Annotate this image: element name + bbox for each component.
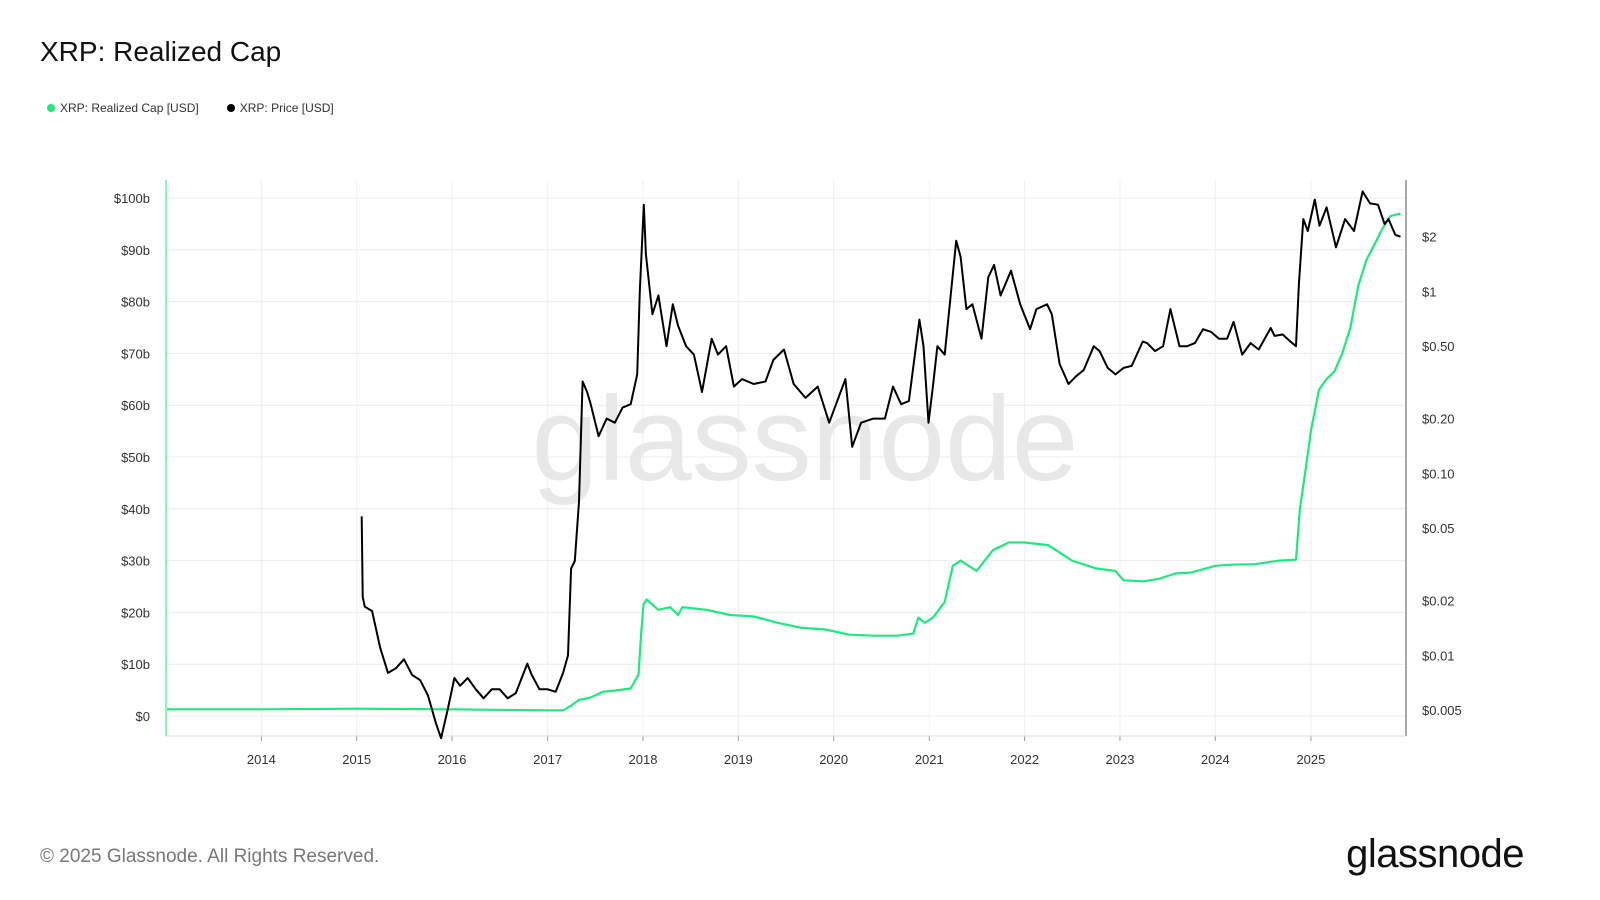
- watermark-text: glassnode: [531, 372, 1078, 506]
- y-left-tick-label: $10b: [121, 657, 150, 672]
- axes: $0 $10b $20b $30b $40b $50b $60b $70b $80b $90b $1…: [114, 180, 1462, 767]
- x-tick-label: 2017: [533, 752, 562, 767]
- chart-title: XRP: Realized Cap: [40, 36, 282, 67]
- y-left-tick-label: $100b: [114, 191, 150, 206]
- y-right-tick-label: $1: [1422, 284, 1436, 299]
- x-tick-label: 2022: [1010, 752, 1039, 767]
- y-left-tick-label: $50b: [121, 450, 150, 465]
- x-tick-label: 2025: [1296, 752, 1325, 767]
- y-left-tick-label: $0: [136, 709, 150, 724]
- y-right-tick-label: $0.50: [1422, 339, 1455, 354]
- y-right-tick-label: $0.20: [1422, 412, 1455, 427]
- x-tick-label: 2019: [724, 752, 753, 767]
- y-right-tick-label: $0.05: [1422, 521, 1455, 536]
- x-tick-label: 2016: [438, 752, 467, 767]
- legend-label-price: XRP: Price [USD]: [239, 101, 334, 115]
- y-left-tick-label: $20b: [121, 605, 150, 620]
- y-right-tick-label: $2: [1422, 230, 1436, 245]
- copyright-text: © 2025 Glassnode. All Rights Reserved.: [40, 846, 380, 867]
- x-tick-label: 2021: [915, 752, 944, 767]
- y-right-tick-label: $0.10: [1422, 466, 1455, 481]
- x-tick-label: 2024: [1201, 752, 1230, 767]
- x-tick-label: 2020: [819, 752, 848, 767]
- legend-label-realized-cap: XRP: Realized Cap [USD]: [60, 101, 199, 115]
- x-tick-label: 2014: [247, 752, 276, 767]
- y-left-tick-label: $70b: [121, 346, 150, 361]
- x-tick-label: 2023: [1106, 752, 1135, 767]
- legend-item-realized-cap[interactable]: XRP: Realized Cap [USD]: [47, 101, 199, 115]
- y-right-tick-label: $0.005: [1422, 703, 1462, 718]
- y-left-tick-label: $60b: [121, 398, 150, 413]
- legend-item-price[interactable]: XRP: Price [USD]: [226, 101, 334, 115]
- y-left-tick-label: $80b: [121, 295, 150, 310]
- glassnode-logo: glassnode: [1346, 832, 1524, 876]
- legend-dot-price: [226, 104, 235, 112]
- y-left-tick-label: $30b: [121, 554, 150, 569]
- y-right-tick-label: $0.02: [1422, 594, 1455, 609]
- x-tick-label: 2018: [629, 752, 658, 767]
- series-layer: [167, 190, 1401, 740]
- series-line-realized-cap: [167, 212, 1401, 712]
- y-left-tick-label: $90b: [121, 243, 150, 258]
- legend: XRP: Realized Cap [USD] XRP: Price [USD]: [47, 101, 334, 115]
- gridlines: [166, 180, 1406, 736]
- legend-dot-realized-cap: [47, 104, 55, 112]
- y-right-tick-label: $0.01: [1422, 648, 1455, 663]
- y-left-tick-label: $40b: [121, 502, 150, 517]
- x-tick-label: 2015: [342, 752, 371, 767]
- series-line-price: [360, 190, 1401, 740]
